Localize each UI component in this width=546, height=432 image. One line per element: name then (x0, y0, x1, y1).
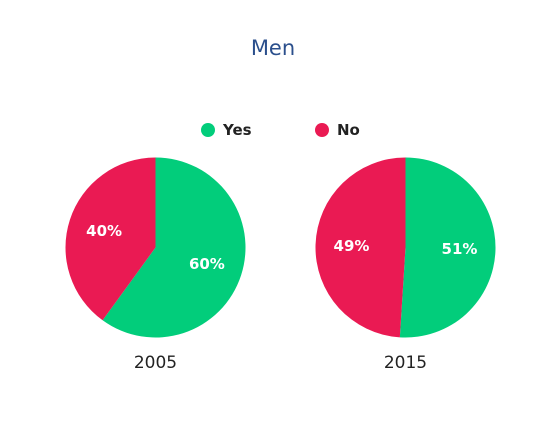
pie-2005: 60% 40% 2005 (65, 157, 246, 373)
pie-2015-label-no: 49% (334, 237, 370, 255)
pie-2005-slice-yes[interactable] (102, 157, 246, 338)
pie-2015-slice-yes[interactable] (399, 157, 496, 338)
legend: Yes No (201, 121, 360, 139)
legend-label-no: No (337, 121, 360, 139)
pie-2015-label-yes: 51% (442, 240, 478, 258)
pie-2015-slice-no[interactable] (315, 157, 406, 338)
pie-2005-slice-no[interactable] (65, 157, 156, 321)
legend-swatch-no (315, 123, 329, 137)
pie-2005-label-no: 40% (86, 222, 122, 240)
pie-2005-label-yes: 60% (189, 255, 225, 273)
pie-2015: 51% 49% 2015 (315, 157, 496, 373)
legend-item-yes[interactable]: Yes (201, 121, 252, 139)
pie-2005-year-label: 2005 (134, 353, 177, 373)
legend-swatch-yes (201, 123, 215, 137)
legend-item-no[interactable]: No (315, 121, 360, 139)
pie-2015-year-label: 2015 (384, 353, 427, 373)
legend-label-yes: Yes (222, 121, 252, 139)
chart-title: Men (250, 36, 296, 60)
